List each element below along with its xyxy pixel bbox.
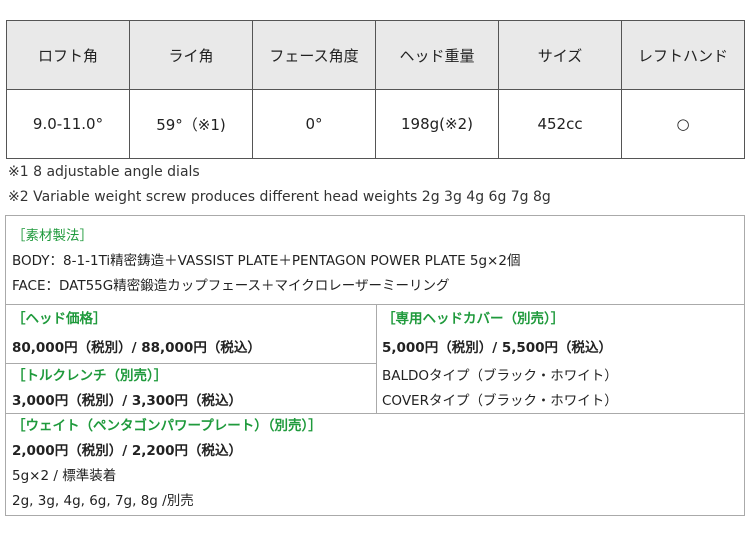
torque-wrench-section: ［トルクレンチ（別売）］ 3,000円（税別）/ 3,300円（税込） <box>6 364 376 414</box>
divider <box>376 304 377 413</box>
head-cover-price: 5,000円（税別）/ 5,500円（税込） <box>382 340 613 356</box>
spec-value-row: 9.0-11.0° 59°（※1) 0° 198g(※2) 452cc ○ <box>6 89 745 159</box>
value-left-hand: ○ <box>621 89 745 159</box>
head-price-title: ［ヘッド価格］ <box>12 311 107 327</box>
header-face-angle: フェース角度 <box>252 20 376 90</box>
materials-section: ［素材製法］ BODY：8-1-1Ti精密鋳造＋VASSIST PLATE＋PE… <box>6 224 744 299</box>
value-lie: 59°（※1) <box>129 89 253 159</box>
head-cover-type-cover: COVERタイプ（ブラック・ホワイト） <box>382 393 618 409</box>
value-loft: 9.0-11.0° <box>6 89 130 159</box>
value-size: 452cc <box>498 89 622 159</box>
head-price-section: ［ヘッド価格］ 80,000円（税別）/ 88,000円（税込） <box>6 306 376 364</box>
value-face-angle: 0° <box>252 89 376 159</box>
note-1: ※1 8 adjustable angle dials <box>8 164 200 180</box>
head-price-value: 80,000円（税別）/ 88,000円（税込） <box>12 340 261 356</box>
materials-body: BODY：8-1-1Ti精密鋳造＋VASSIST PLATE＋PENTAGON … <box>12 253 521 269</box>
spec-table: ロフト角 ライ角 フェース角度 ヘッド重量 サイズ レフトハンド 9.0-11.… <box>6 20 745 159</box>
head-cover-section: ［専用ヘッドカバー（別売）］ 5,000円（税別）/ 5,500円（税込） BA… <box>376 306 744 414</box>
details-box: ［素材製法］ BODY：8-1-1Ti精密鋳造＋VASSIST PLATE＋PE… <box>5 215 745 516</box>
divider <box>6 363 376 364</box>
weight-title: ［ウェイト（ペンタゴンパワープレート）（別売）］ <box>12 418 322 434</box>
materials-face: FACE：DAT55G精密鍛造カップフェース＋マイクロレーザーミーリング <box>12 278 450 294</box>
materials-title: ［素材製法］ <box>12 228 93 244</box>
divider <box>6 413 744 414</box>
torque-wrench-price: 3,000円（税別）/ 3,300円（税込） <box>12 393 243 409</box>
weight-price: 2,000円（税別）/ 2,200円（税込） <box>12 443 243 459</box>
spec-header-row: ロフト角 ライ角 フェース角度 ヘッド重量 サイズ レフトハンド <box>6 20 745 90</box>
head-cover-type-baldo: BALDOタイプ（ブラック・ホワイト） <box>382 368 618 384</box>
weight-standard: 5g×2 / 標準装着 <box>12 468 117 484</box>
header-loft: ロフト角 <box>6 20 130 90</box>
torque-wrench-title: ［トルクレンチ（別売）］ <box>12 368 168 384</box>
divider <box>6 304 744 305</box>
note-2: ※2 Variable weight screw produces differ… <box>8 189 551 205</box>
header-left-hand: レフトハンド <box>621 20 745 90</box>
weight-section: ［ウェイト（ペンタゴンパワープレート）（別売）］ 2,000円（税別）/ 2,2… <box>6 414 744 514</box>
head-cover-title: ［専用ヘッドカバー（別売）］ <box>382 311 565 327</box>
header-size: サイズ <box>498 20 622 90</box>
weight-options: 2g, 3g, 4g, 6g, 7g, 8g /別売 <box>12 493 194 509</box>
header-head-weight: ヘッド重量 <box>375 20 499 90</box>
header-lie: ライ角 <box>129 20 253 90</box>
value-head-weight: 198g(※2) <box>375 89 499 159</box>
